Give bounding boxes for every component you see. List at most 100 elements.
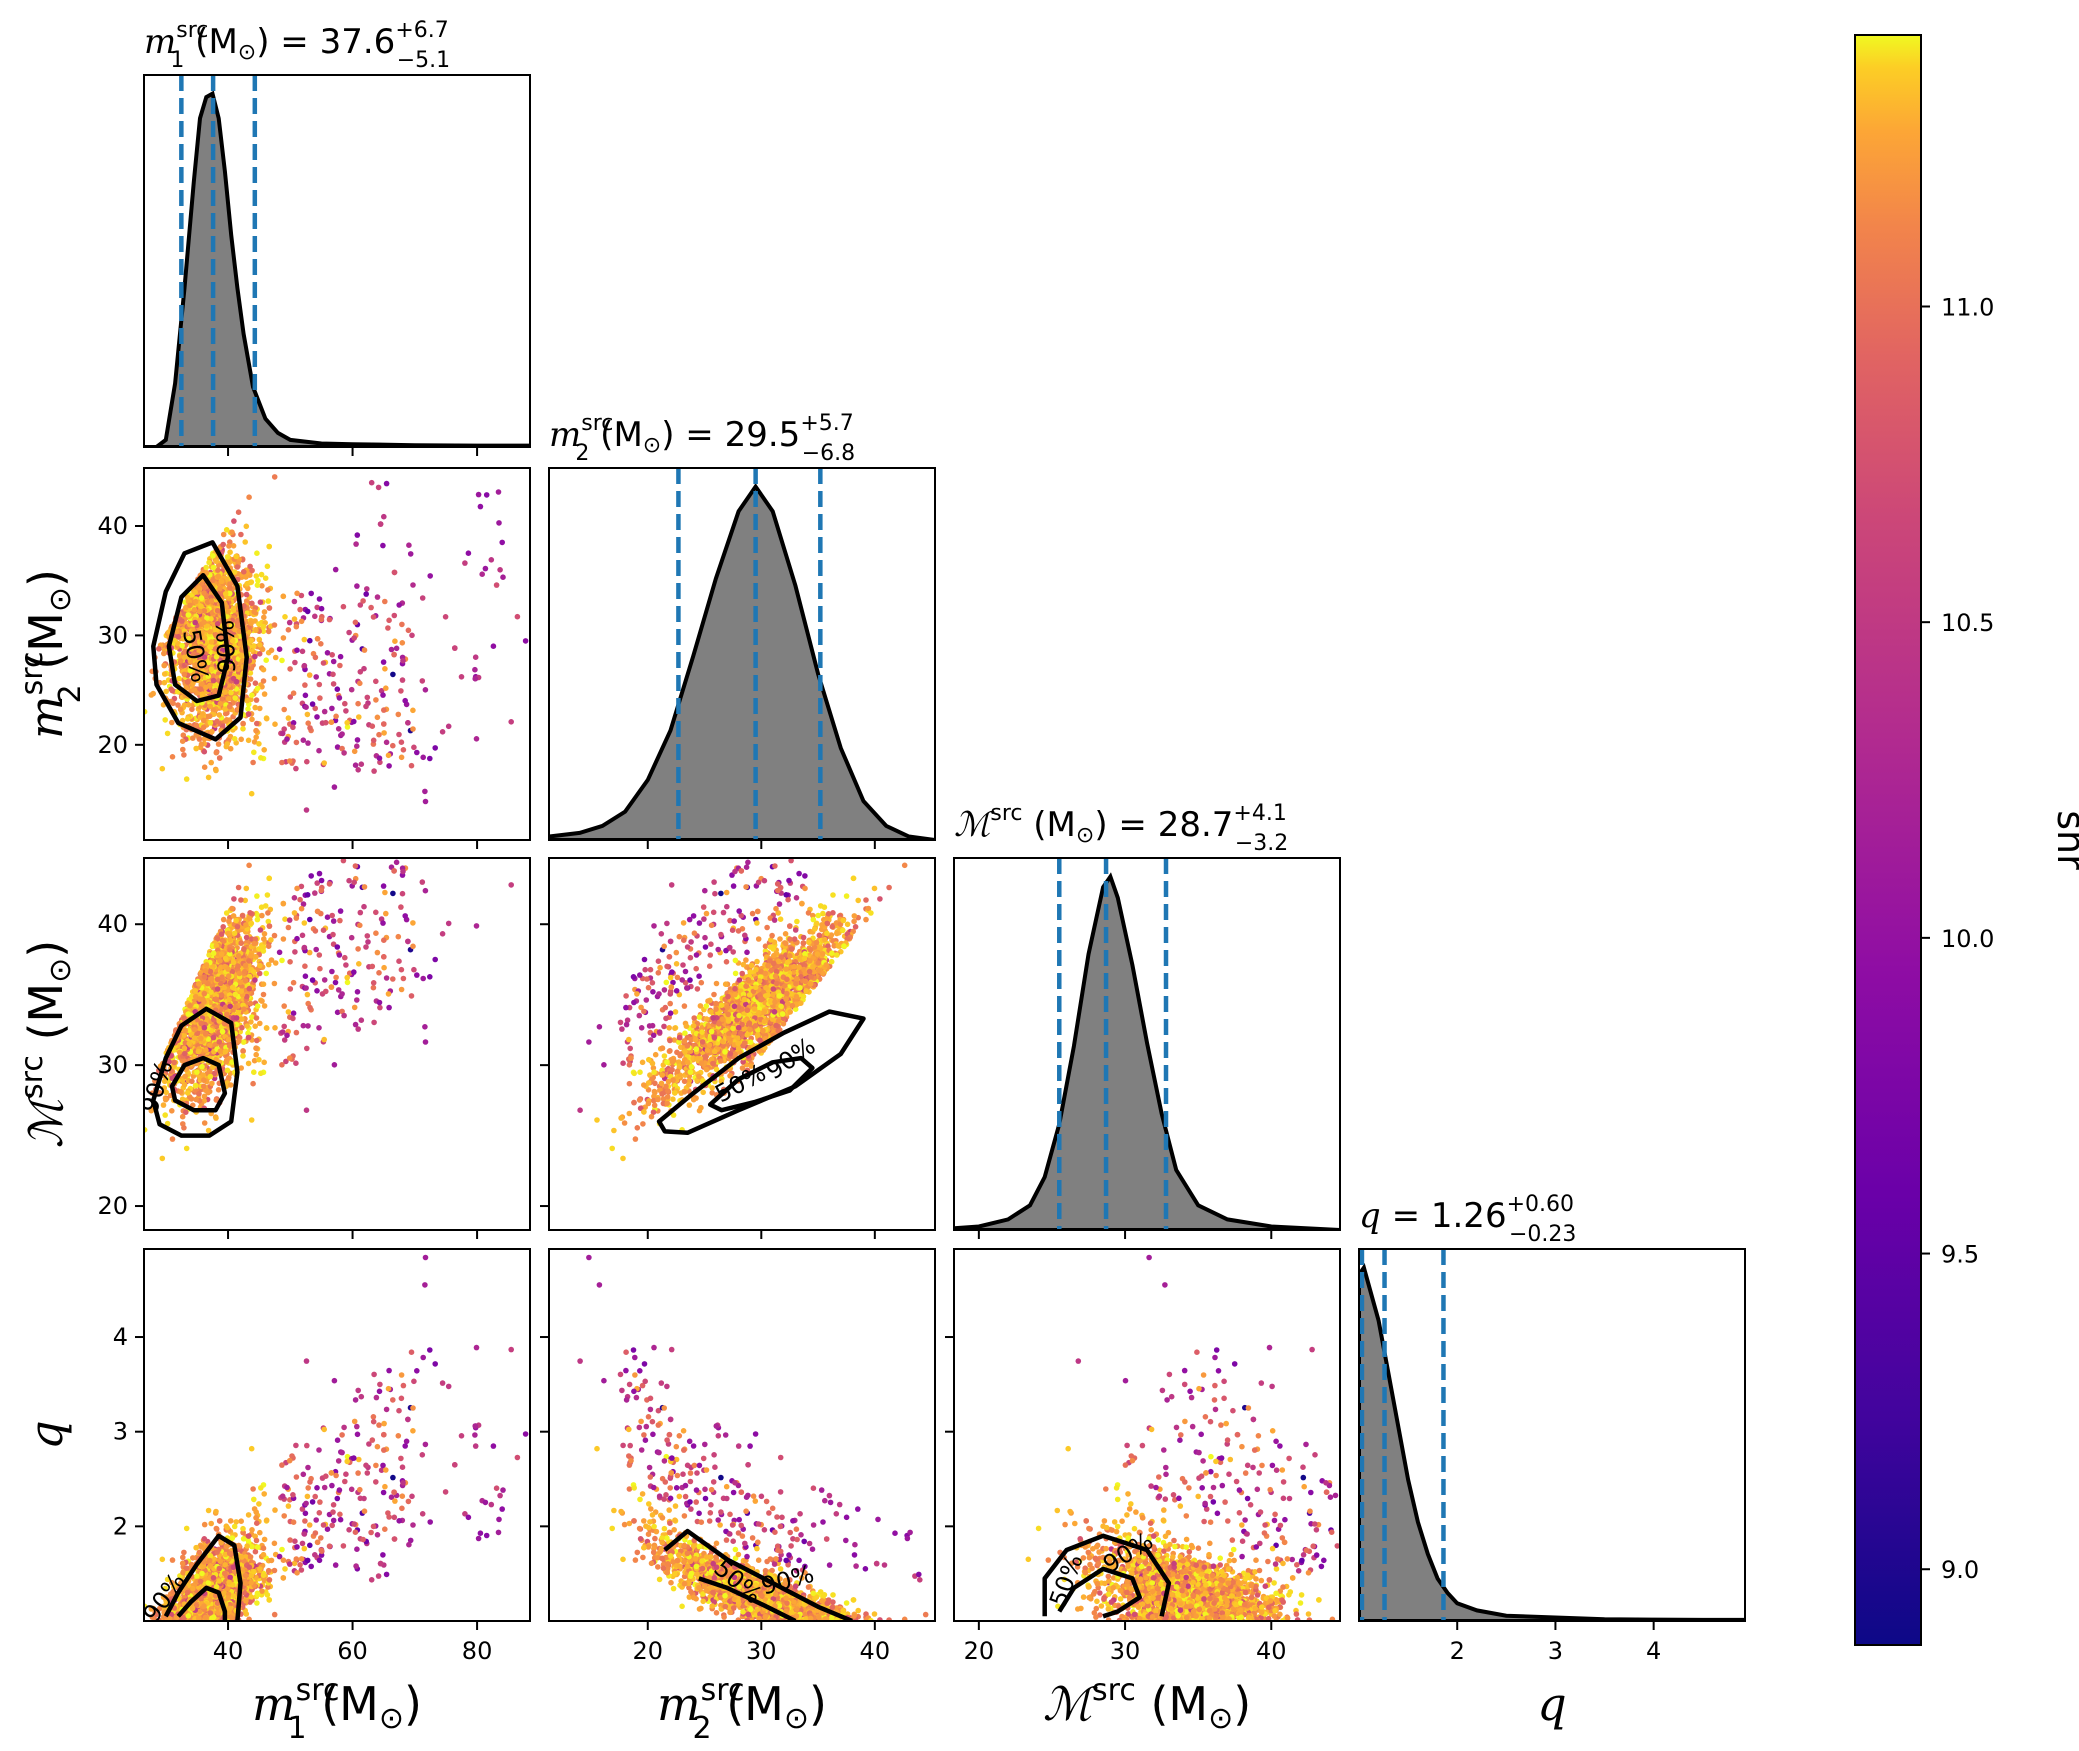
title-m1: msrc 1 (M⊙) = 37.6+6.7 −5.1 <box>144 18 450 73</box>
sample-point <box>360 598 366 604</box>
sample-point <box>179 618 185 624</box>
sample-point <box>245 706 251 712</box>
sample-point <box>499 539 506 546</box>
sample-point <box>427 573 434 579</box>
sample-point <box>408 754 414 760</box>
sample-point <box>371 1019 377 1026</box>
sample-point <box>422 687 429 693</box>
sample-point <box>195 585 202 591</box>
sample-point <box>231 896 237 902</box>
sample-point <box>293 739 300 746</box>
sample-point <box>357 602 364 608</box>
sample-point <box>282 916 288 922</box>
sample-point <box>261 747 268 753</box>
sample-point <box>432 956 439 963</box>
sample-point <box>208 759 214 766</box>
sample-point <box>422 798 429 805</box>
sample-point <box>213 943 220 949</box>
sample-point <box>351 879 358 886</box>
sample-point <box>240 720 246 727</box>
sample-point <box>243 591 250 598</box>
sample-point <box>303 1107 310 1113</box>
sample-point <box>198 595 205 601</box>
sample-point <box>307 725 313 731</box>
sample-point <box>402 697 409 704</box>
sample-point <box>226 703 233 710</box>
sample-point <box>260 944 267 950</box>
sample-point <box>312 890 318 896</box>
sample-point <box>238 652 244 659</box>
sample-point <box>406 542 412 548</box>
sample-point <box>213 749 220 756</box>
sample-point <box>364 694 371 701</box>
title-m2: msrc 2 (M⊙) = 29.5+5.7 −6.8 <box>549 411 855 466</box>
sample-point <box>320 660 327 666</box>
sample-point <box>253 573 260 579</box>
sample-point <box>508 882 514 888</box>
sample-point <box>240 1039 247 1045</box>
sample-point <box>291 910 298 916</box>
sample-point <box>206 559 212 566</box>
sample-point <box>181 752 187 758</box>
sample-point <box>393 645 400 652</box>
sample-point <box>201 1093 208 1100</box>
sample-point <box>361 647 368 653</box>
sample-point <box>231 930 238 937</box>
sample-point <box>189 1078 195 1085</box>
sample-point <box>363 703 369 710</box>
sample-point <box>384 712 390 718</box>
sample-point <box>279 957 285 964</box>
sample-point <box>330 681 337 687</box>
sample-point <box>251 1057 258 1064</box>
sample-point <box>304 991 311 998</box>
sample-point <box>207 720 214 726</box>
sample-point <box>419 678 426 684</box>
sample-point <box>233 678 240 685</box>
sample-point <box>251 1069 257 1075</box>
sample-point <box>475 491 482 498</box>
sample-point <box>251 749 257 756</box>
sample-point <box>383 739 390 746</box>
sample-point <box>164 1120 171 1127</box>
sample-point <box>439 931 446 937</box>
sample-point <box>284 1032 290 1039</box>
sample-point <box>410 707 416 714</box>
sample-point <box>261 614 267 621</box>
sample-point <box>204 615 210 621</box>
sample-point <box>260 678 267 684</box>
sample-point <box>210 577 216 584</box>
sample-point <box>341 750 347 756</box>
sample-point <box>207 703 213 710</box>
sample-point <box>375 484 382 491</box>
sample-point <box>182 631 188 637</box>
sample-point <box>247 563 253 570</box>
sample-point <box>210 553 216 559</box>
sample-point <box>185 716 191 722</box>
sample-point <box>256 651 263 657</box>
sample-point <box>227 733 234 740</box>
sample-point <box>176 1049 183 1056</box>
sample-point <box>271 622 278 628</box>
sample-point <box>290 724 296 731</box>
sample-point <box>189 629 196 636</box>
sample-point <box>235 622 241 629</box>
sample-point <box>176 675 182 682</box>
sample-point <box>373 841 379 847</box>
sample-point <box>189 993 195 1000</box>
sample-point <box>208 666 215 673</box>
sample-point <box>316 952 323 958</box>
sample-point <box>398 904 404 910</box>
sample-point <box>257 705 263 712</box>
sample-point <box>260 623 267 630</box>
sample-point <box>224 741 231 747</box>
sample-point <box>229 529 235 535</box>
sample-point <box>245 1030 251 1036</box>
contour-50pct <box>166 572 231 704</box>
sample-point <box>351 748 358 755</box>
sample-point <box>189 706 195 713</box>
sample-point <box>210 707 216 713</box>
sample-point <box>320 927 327 933</box>
sample-point <box>285 924 292 931</box>
sample-point <box>183 604 189 611</box>
sample-point <box>381 730 387 736</box>
